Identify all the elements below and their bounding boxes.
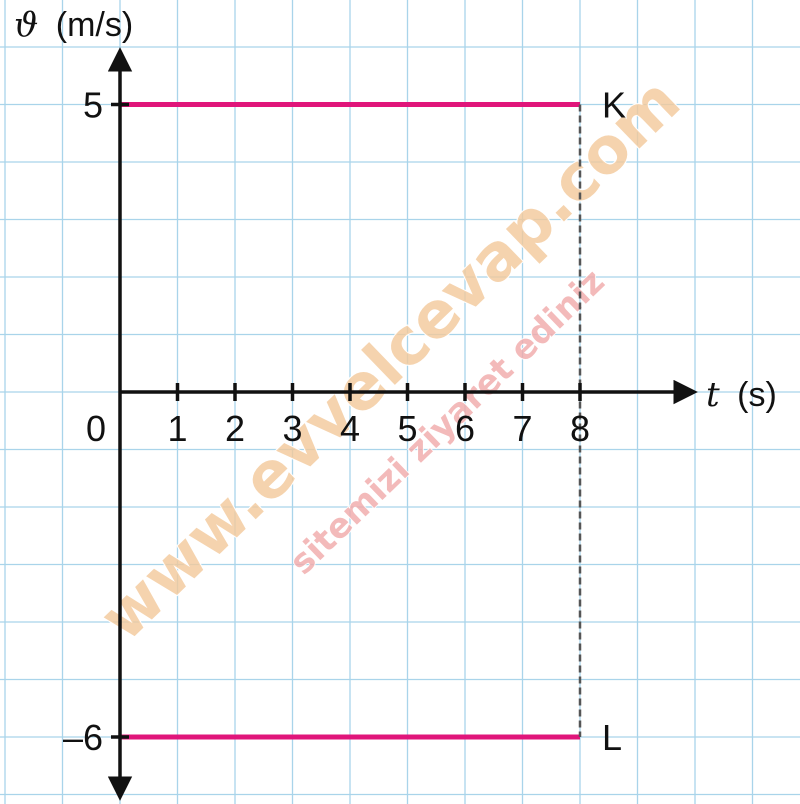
x-tick-label-8: 8: [570, 408, 590, 449]
y-axis-unit: (m/s): [56, 6, 133, 44]
y-tick-label--6: –6: [63, 717, 103, 758]
series-label-group: KL: [602, 85, 626, 759]
x-tick-label-5: 5: [397, 408, 417, 449]
y-axis-symbol: ϑ: [14, 5, 38, 45]
x-tick-label-2: 2: [225, 408, 245, 449]
x-axis-symbol: t: [706, 375, 720, 415]
x-tick-label-1: 1: [167, 408, 187, 449]
x-tick-label-6: 6: [455, 408, 475, 449]
y-tick-label-5: 5: [83, 85, 103, 126]
origin-label: 0: [86, 408, 106, 449]
y-tick-group: 5 –6: [63, 85, 129, 758]
series-group: [120, 102, 580, 740]
x-tick-label-3: 3: [282, 408, 302, 449]
series-label-K: K: [602, 85, 626, 126]
x-axis-unit: (s): [737, 376, 777, 414]
x-tick-label-4: 4: [340, 408, 360, 449]
series-label-L: L: [602, 717, 622, 758]
y-axis-label: ϑ (m/s): [14, 5, 133, 45]
x-axis-label: t (s): [706, 375, 777, 415]
x-tick-label-7: 7: [512, 408, 532, 449]
